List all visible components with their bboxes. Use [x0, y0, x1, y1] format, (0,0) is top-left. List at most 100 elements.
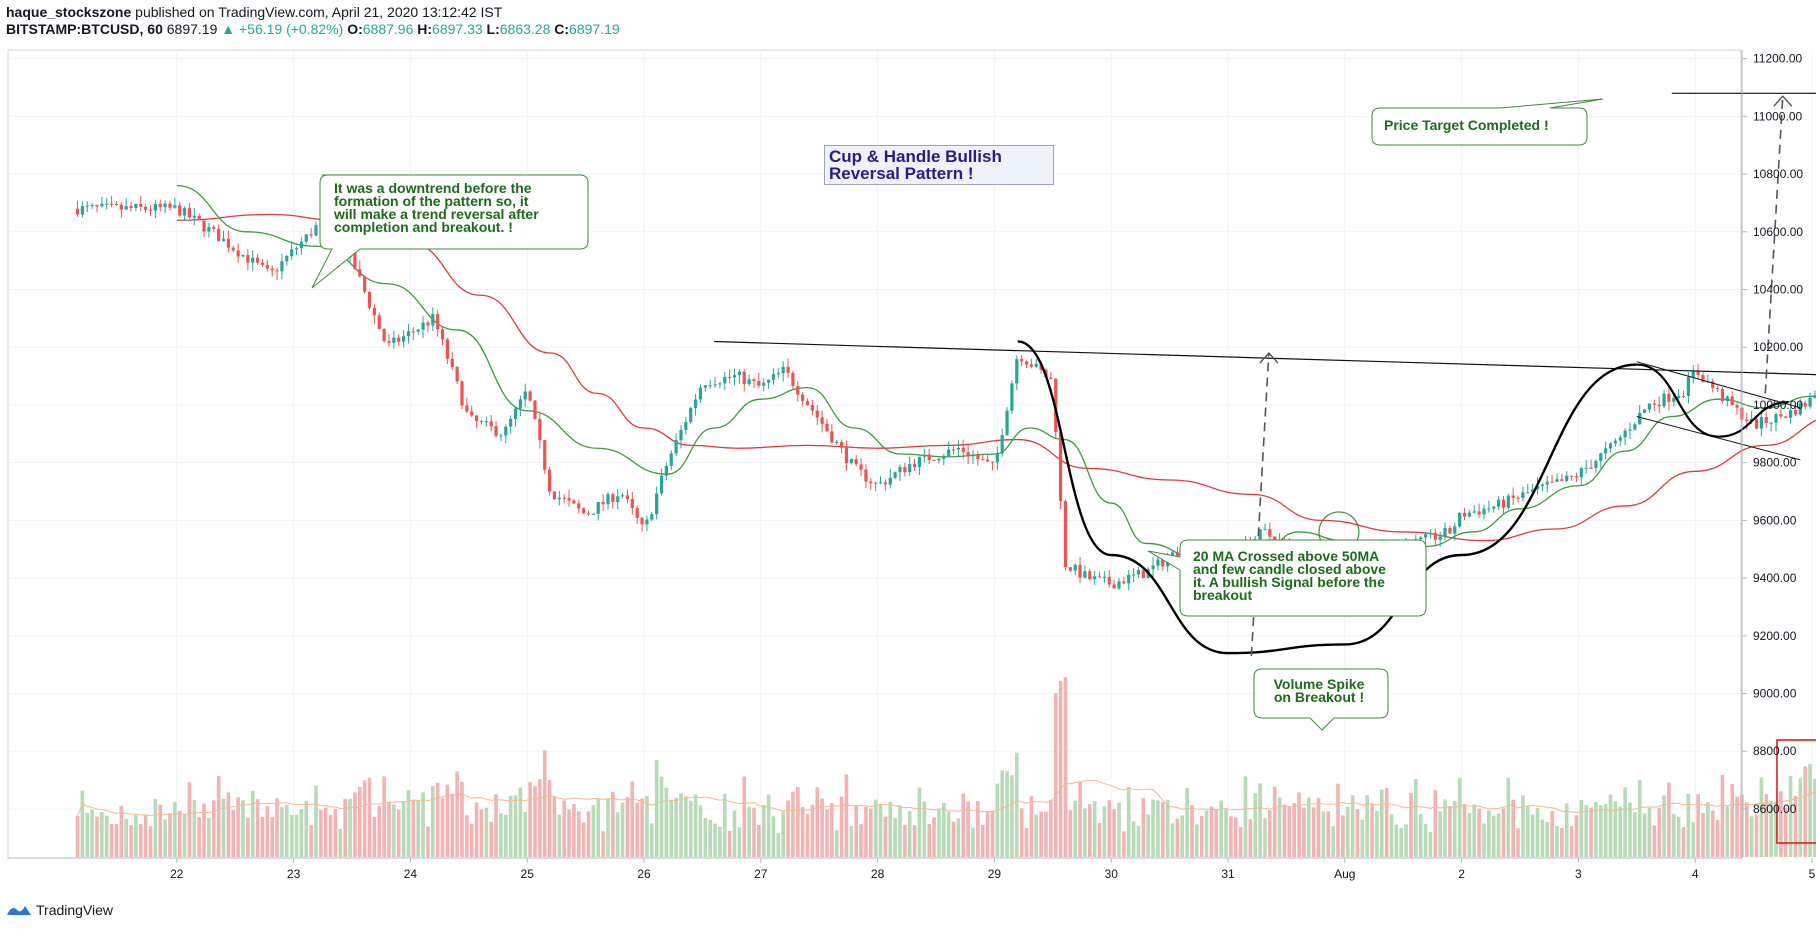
volume-bar — [309, 825, 313, 857]
volume-bar — [1073, 800, 1077, 857]
volume-bar — [1219, 800, 1223, 857]
candles — [75, 195, 1816, 591]
volume-bar — [771, 816, 776, 857]
y-tick-label: 10800.00 — [1753, 167, 1803, 181]
tradingview-footer[interactable]: TradingView — [6, 898, 113, 922]
volume-bar — [343, 798, 347, 857]
candle-body — [450, 358, 454, 368]
candle-body — [212, 227, 216, 229]
candle — [995, 445, 999, 471]
candle-body — [231, 247, 235, 251]
candle — [406, 323, 411, 344]
candle-body — [937, 458, 941, 461]
candle-body — [1638, 412, 1642, 425]
candle — [1589, 459, 1593, 469]
volume-bar — [888, 801, 893, 857]
x-tick-label: 29 — [988, 867, 1002, 881]
volume-bar — [839, 796, 844, 857]
volume-bar — [752, 807, 756, 857]
candle-body — [387, 341, 391, 343]
volume-bar — [387, 801, 391, 857]
volume-bar — [1122, 831, 1126, 857]
candle — [990, 461, 995, 471]
candle-body — [1122, 581, 1126, 584]
candle-body — [893, 472, 897, 478]
volume-bar — [484, 807, 489, 857]
volume-bar — [119, 805, 124, 857]
candle-body — [903, 467, 907, 473]
volume-bar — [985, 812, 990, 857]
volume-bar — [883, 816, 888, 857]
candle-body — [1808, 397, 1812, 407]
volume-bar — [893, 817, 897, 857]
volume-bar — [951, 821, 956, 857]
candle-body — [917, 456, 922, 468]
candle-body — [1127, 574, 1131, 584]
candle — [538, 411, 542, 449]
candle-body — [1579, 468, 1583, 478]
volume-bar — [620, 802, 625, 857]
volume-bar — [615, 812, 620, 857]
volume-bar — [1608, 794, 1613, 857]
volume-bar — [270, 817, 274, 857]
volume-bar — [1185, 787, 1189, 857]
volume-ma-path — [77, 779, 1816, 817]
candle-body — [1657, 404, 1661, 407]
candle — [572, 499, 576, 504]
candle — [411, 327, 415, 340]
candle-body — [1034, 363, 1038, 367]
candle-body — [1467, 512, 1471, 517]
candle — [290, 241, 294, 261]
candle-body — [844, 447, 849, 464]
candle — [917, 456, 922, 475]
volume-bar — [1272, 786, 1277, 857]
volume-bar — [674, 797, 678, 857]
volume-bars — [75, 677, 1816, 857]
volume-bar — [1326, 811, 1331, 857]
volume-bar — [1175, 818, 1180, 857]
candle — [674, 433, 678, 457]
candle — [363, 275, 367, 294]
candle — [1725, 395, 1729, 407]
candle-body — [1458, 513, 1462, 527]
volume-bar — [1725, 806, 1730, 857]
candle-body — [1496, 499, 1501, 507]
volume-bar — [1112, 809, 1116, 857]
volume-bar — [1696, 794, 1700, 857]
ma-cross-note: 20 MA Crossed above 50MA and few candle … — [1193, 549, 1386, 602]
volume-bar — [1365, 795, 1369, 857]
volume-bar — [1268, 810, 1272, 857]
volume-bar — [1598, 805, 1603, 857]
volume-bar — [1433, 789, 1438, 857]
candle — [1526, 483, 1530, 494]
chart-header: haque_stockszone published on TradingVie… — [6, 4, 620, 38]
arrow-shaft — [1764, 96, 1784, 394]
candle — [1681, 390, 1686, 398]
candle — [1258, 528, 1262, 541]
candle-body — [192, 215, 196, 218]
volume-bar — [1131, 821, 1136, 857]
author-name[interactable]: haque_stockszone — [6, 4, 132, 20]
candle-body — [1117, 581, 1121, 589]
volume-bar — [864, 806, 868, 857]
volume-bar — [1229, 816, 1233, 857]
candle — [285, 254, 289, 266]
candle-body — [1511, 495, 1515, 498]
candle — [1063, 499, 1068, 571]
volume-bar — [250, 790, 255, 857]
candle-body — [1258, 529, 1262, 540]
volume-bar — [825, 809, 829, 857]
volume-bar — [1384, 787, 1389, 857]
volume-bar — [1491, 816, 1496, 857]
candle — [869, 478, 873, 490]
candle-body — [226, 238, 230, 248]
volume-bar — [124, 818, 128, 857]
candle-body — [1029, 364, 1033, 367]
low-value: 6863.28 — [499, 21, 551, 37]
volume-bar — [1637, 779, 1642, 857]
candle — [513, 407, 518, 427]
candle — [1779, 408, 1783, 419]
candle-body — [479, 421, 484, 423]
volume-bar — [294, 814, 299, 857]
